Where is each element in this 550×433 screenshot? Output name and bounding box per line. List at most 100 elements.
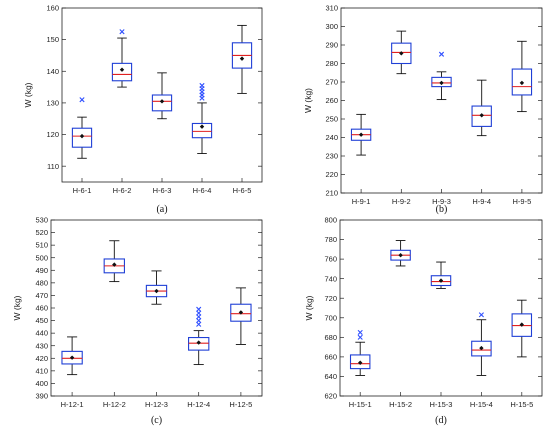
y-tick-label: 510 [35,241,48,250]
x-tick-label: H-6-5 [233,186,252,195]
panel-label: (a) [156,204,167,215]
y-tick-label: 800 [324,216,337,225]
y-axis-title: W (kg) [23,82,33,107]
x-tick-label: H-15-1 [349,400,372,409]
y-tick-label: 310 [325,4,338,13]
outlier-marker [196,310,202,316]
y-tick-label: 250 [325,115,338,124]
outlier-marker [357,329,363,336]
y-axis-title: W (kg) [304,295,314,320]
outlier-marker [196,317,202,324]
panel-label: (b) [436,204,448,215]
outlier-marker [119,29,125,35]
y-tick-label: 210 [325,189,338,198]
mean-marker [479,113,484,118]
mean-marker [196,340,201,345]
y-tick-label: 280 [325,59,338,68]
x-tick-label: H-12-1 [61,400,84,409]
x-tick-label: H-9-1 [352,197,371,206]
y-tick-label: 270 [325,78,338,87]
y-tick-label: 680 [324,333,337,342]
x-tick-label: H-15-2 [389,400,412,409]
x-tick-label: H-9-2 [392,197,411,206]
x-tick-label: H-12-2 [103,400,126,409]
mean-marker [239,56,245,61]
mean-marker [79,133,85,139]
panel-d: 620 640 660 680 700 720 740 760 780 800 W (kg) H-15… [304,216,543,426]
mean-marker [238,310,244,315]
outlier-marker [196,306,202,312]
outlier-marker [199,82,205,89]
y-tick-label: 620 [324,392,337,401]
y-tick-label: 760 [324,255,337,264]
outlier-marker [357,334,363,340]
x-tick-label: H-9-5 [513,197,532,206]
mean-marker [479,345,484,351]
y-tick-label: 150 [46,35,59,44]
mean-marker [119,67,125,72]
y-tick-label: 700 [324,313,337,322]
mean-marker [519,80,525,86]
iqr-box [111,62,133,82]
y-tick-label: 290 [325,41,338,50]
mean-marker [159,99,165,104]
mean-marker [358,360,363,365]
x-tick-label: H-12-3 [145,400,168,409]
y-tick-label: 410 [35,366,48,375]
y-tick-label: 640 [324,372,337,381]
y-tick-label: 460 [35,304,48,313]
mean-marker [519,322,524,327]
x-tick-label: H-6-1 [73,186,92,195]
outlier-marker [196,321,202,327]
mean-marker [69,355,75,360]
x-tick-label: H-15-4 [470,400,493,409]
y-tick-label: 660 [324,352,337,361]
y-tick-label: 720 [324,294,337,303]
panel-label: (d) [435,415,447,426]
y-tick-label: 440 [35,329,48,338]
y-tick-label: 500 [35,253,48,262]
x-tick-label: H-15-5 [510,400,533,409]
y-tick-label: 520 [35,228,48,237]
mean-marker [199,124,205,129]
mean-marker [112,262,117,267]
x-tick-label: H-12-5 [229,400,252,409]
mean-marker [438,278,444,283]
y-axis-title: W (kg) [303,88,313,113]
y-tick-label: 140 [46,67,59,76]
x-tick-label: H-15-3 [430,400,453,409]
y-tick-label: 490 [35,266,48,275]
x-tick-label: H-9-4 [472,197,491,206]
x-tick-label: H-9-3 [432,197,451,206]
y-tick-label: 240 [325,133,338,142]
x-tick-label: H-12-4 [187,400,210,409]
y-tick-label: 430 [35,341,48,350]
y-tick-label: 110 [47,162,59,171]
y-tick-label: 230 [325,152,338,161]
y-tick-label: 480 [35,278,48,287]
mean-marker [399,51,404,56]
y-tick-label: 450 [35,316,48,325]
x-tick-label: H-6-2 [113,186,132,195]
panel-b: 210 220 230 240 250 260 270 280 290 300 310 W (kg) H… [303,4,543,215]
mean-marker [398,253,403,258]
y-tick-label: 260 [325,96,338,105]
y-axis-title: W (kg) [12,295,22,320]
y-tick-label: 400 [35,379,48,388]
outlier-marker [478,312,484,318]
y-tick-label: 780 [324,235,337,244]
y-tick-label: 120 [46,130,59,139]
mean-marker [358,132,364,137]
mean-marker [439,80,444,86]
y-tick-label: 160 [46,4,59,13]
outlier-marker [196,314,202,320]
panel-c: 390 400 410 420 430 440 450 460 470 480 490 500 510 5… [12,216,263,426]
y-tick-label: 530 [35,216,48,225]
y-tick-label: 420 [35,354,48,363]
y-tick-label: 220 [325,170,338,179]
y-tick-label: 300 [325,22,338,31]
panel-a: 110 120 130 140 150 160 W (kg) H-6-1 H-6-2 H-6-3 H… [23,4,263,215]
y-tick-label: 470 [35,291,48,300]
